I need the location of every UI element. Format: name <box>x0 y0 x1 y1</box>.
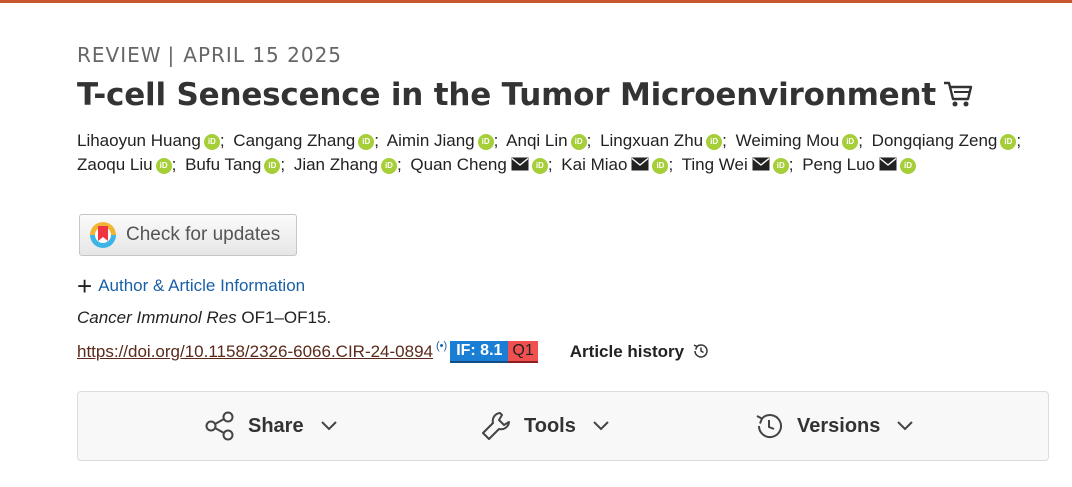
article-title: T-cell Senescence in the Tumor Microenvi… <box>77 77 974 113</box>
versions-label: Versions <box>797 414 881 437</box>
author-name[interactable]: Weiming Mou <box>735 131 840 150</box>
plus-icon: + <box>77 271 93 301</box>
author-name[interactable]: Quan Cheng <box>410 155 507 174</box>
chevron-down-icon <box>593 421 609 431</box>
article-meta: REVIEW | APRIL 15 2025 <box>77 43 342 67</box>
author-entry: Dongqiang Zeng iD; <box>872 131 1025 150</box>
author-separator: ; <box>668 155 674 174</box>
author-entry: Aimin Jiang iD; <box>387 131 503 150</box>
author-entry: Quan Cheng iD; <box>410 155 556 174</box>
mail-icon[interactable] <box>511 157 529 171</box>
crossmark-icon <box>90 222 116 248</box>
author-separator: ; <box>1016 131 1022 150</box>
quartile-badge: Q1 <box>508 341 538 363</box>
author-name[interactable]: Lihaoyun Huang <box>77 131 201 150</box>
check-for-updates-button[interactable]: Check for updates <box>79 214 297 256</box>
orcid-icon[interactable]: iD <box>900 158 916 174</box>
author-name[interactable]: Lingxuan Zhu <box>600 131 704 150</box>
author-entry: Zaoqu Liu iD; <box>77 155 180 174</box>
author-separator: ; <box>219 131 225 150</box>
article-title-text: T-cell Senescence in the Tumor Microenvi… <box>77 77 936 113</box>
author-article-info-toggle[interactable]: + Author & Article Information <box>77 273 306 299</box>
orcid-icon[interactable]: iD <box>358 134 375 150</box>
article-toolbar: Share Tools Versions <box>77 391 1049 461</box>
author-entry: Anqi Lin iD; <box>506 131 595 150</box>
versions-icon <box>756 414 782 438</box>
author-name[interactable]: Dongqiang Zeng <box>871 131 998 150</box>
author-article-info-label: Author & Article Information <box>98 276 306 295</box>
orcid-icon[interactable]: iD <box>1000 134 1017 150</box>
author-entry: Kai Miao iD; <box>561 155 677 174</box>
impact-factor-badge: IF: 8.1 <box>450 341 509 363</box>
article-type: REVIEW <box>77 43 162 67</box>
share-label: Share <box>248 414 304 437</box>
author-name[interactable]: Anqi Lin <box>506 131 568 150</box>
author-name[interactable]: Peng Luo <box>802 155 875 174</box>
orcid-icon[interactable]: iD <box>264 158 281 174</box>
author-name[interactable]: Ting Wei <box>681 155 748 174</box>
author-name[interactable]: Jian Zhang <box>293 155 378 174</box>
versions-dropdown[interactable]: Versions <box>753 392 914 460</box>
author-name[interactable]: Kai Miao <box>561 155 628 174</box>
mail-icon[interactable] <box>879 157 897 171</box>
author-separator: ; <box>788 155 794 174</box>
author-entry: Bufu Tang iD; <box>185 155 289 174</box>
journal-pages: OF1–OF15. <box>241 308 332 327</box>
share-icon <box>205 411 234 441</box>
orcid-icon[interactable]: iD <box>706 134 723 150</box>
orcid-icon[interactable]: iD <box>570 134 587 150</box>
author-separator: ; <box>586 131 592 150</box>
author-separator: ; <box>171 155 177 174</box>
author-entry: Lingxuan Zhu iD; <box>600 131 731 150</box>
orcid-icon[interactable]: iD <box>155 158 172 174</box>
author-separator: ; <box>396 155 402 174</box>
author-entry: Peng Luo iD <box>802 155 916 174</box>
check-for-updates-label: Check for updates <box>126 224 281 245</box>
author-entry: Weiming Mou iD; <box>736 131 867 150</box>
history-icon <box>693 344 708 358</box>
author-separator: ; <box>280 155 286 174</box>
chevron-down-icon <box>897 421 914 431</box>
tools-dropdown[interactable]: Tools <box>480 392 610 460</box>
chevron-down-icon <box>320 421 337 431</box>
author-name[interactable]: Cangang Zhang <box>233 131 356 150</box>
author-name[interactable]: Zaoqu Liu <box>77 155 153 174</box>
tools-label: Tools <box>524 414 576 437</box>
author-name[interactable]: Bufu Tang <box>185 155 262 174</box>
cart-icon[interactable] <box>942 79 974 109</box>
wrench-icon <box>482 412 510 440</box>
mail-icon[interactable] <box>631 157 649 171</box>
author-separator: ; <box>374 131 379 150</box>
author-entry: Jian Zhang iD; <box>294 155 406 174</box>
journal-citation: Cancer Immunol Res OF1–OF15. <box>77 308 331 328</box>
meta-separator: | <box>167 43 176 67</box>
article-history-label: Article history <box>569 342 685 361</box>
orcid-icon[interactable]: iD <box>380 158 397 174</box>
altmetric-icon[interactable]: (•) <box>436 340 448 352</box>
orcid-icon[interactable]: iD <box>652 158 669 174</box>
orcid-icon[interactable]: iD <box>842 134 859 150</box>
orcid-icon[interactable]: iD <box>531 158 548 174</box>
orcid-icon[interactable]: iD <box>477 134 494 150</box>
author-separator: ; <box>722 131 727 150</box>
doi-line: https://doi.org/10.1158/2326-6066.CIR-24… <box>77 340 710 364</box>
author-separator: ; <box>858 131 863 150</box>
top-accent-bar <box>0 0 1072 3</box>
doi-link[interactable]: https://doi.org/10.1158/2326-6066.CIR-24… <box>77 342 433 361</box>
author-name[interactable]: Aimin Jiang <box>386 131 475 150</box>
author-separator: ; <box>547 155 553 174</box>
author-entry: Lihaoyun Huang iD; <box>77 131 229 150</box>
author-list: Lihaoyun Huang iD; Cangang Zhang iD; Aimin… <box>77 129 1049 177</box>
author-entry: Ting Wei iD; <box>682 155 798 174</box>
orcid-icon[interactable]: iD <box>772 158 789 174</box>
article-history-button[interactable]: Article history <box>570 342 710 362</box>
orcid-icon[interactable]: iD <box>203 134 220 150</box>
share-dropdown[interactable]: Share <box>204 392 338 460</box>
publication-date: APRIL 15 2025 <box>183 43 343 67</box>
author-separator: ; <box>493 131 499 150</box>
journal-name: Cancer Immunol Res <box>77 308 237 327</box>
mail-icon[interactable] <box>752 157 770 171</box>
author-entry: Cangang Zhang iD; <box>233 131 383 150</box>
